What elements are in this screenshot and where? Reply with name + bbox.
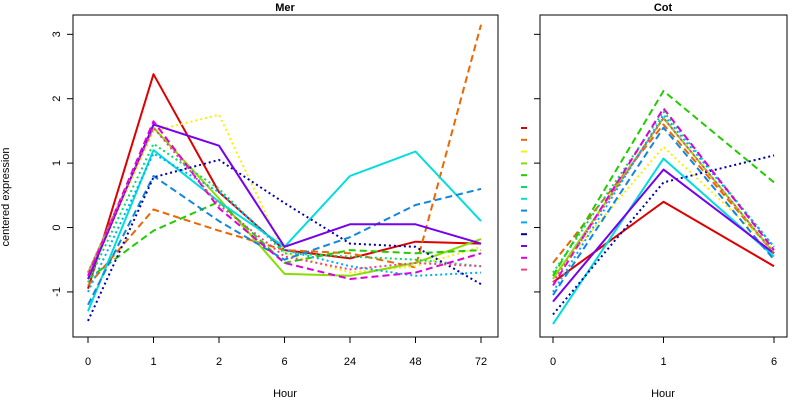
series-line-cot-6 — [552, 110, 775, 274]
legend — [521, 127, 527, 271]
x-tick-label-cot: 0 — [550, 356, 556, 368]
series-line-cot-7 — [552, 157, 775, 325]
panel-mer: Mer Hour centered expression 0 1 2 6 24 48 72 … — [0, 2, 499, 400]
series-line-mer-12 — [87, 120, 482, 280]
panel-cot: Cot Hour 0 1 6 — [534, 2, 788, 400]
series-line-mer-13 — [87, 126, 482, 274]
series-line-mer-7 — [87, 149, 482, 312]
x-axis-label-cot: Hour — [651, 388, 675, 400]
x-tick-label-cot: 1 — [660, 356, 666, 368]
y-ticks-cot — [534, 33, 540, 293]
chart-title-mer: Mer — [275, 2, 295, 14]
series-line-mer-11 — [87, 123, 482, 280]
series-line-cot-13 — [552, 117, 775, 283]
x-tick-label-cot: 6 — [771, 356, 777, 368]
x-tick-label-mer: 24 — [344, 356, 356, 368]
x-tick-label-mer: 0 — [85, 356, 91, 368]
series-line-mer-5 — [87, 200, 482, 280]
x-tick-label-mer: 6 — [281, 356, 287, 368]
series-group-cot — [552, 90, 775, 325]
series-line-cot-8 — [552, 126, 775, 296]
x-tick-label-mer: 1 — [150, 356, 156, 368]
x-ticks-mer: 0 1 2 6 24 48 72 — [85, 337, 487, 368]
y-tick-label: 1 — [51, 160, 63, 166]
y-tick-label: 2 — [51, 96, 63, 102]
series-line-cot-9 — [552, 113, 775, 293]
series-line-cot-5 — [552, 90, 775, 277]
series-group-mer — [87, 24, 482, 322]
series-line-mer-1 — [87, 73, 482, 289]
x-ticks-cot: 0 1 6 — [550, 337, 777, 368]
series-line-mer-4 — [87, 126, 482, 277]
series-line-mer-3 — [87, 113, 482, 280]
x-tick-label-mer: 2 — [216, 356, 222, 368]
plot-frame-mer — [72, 14, 499, 338]
y-tick-label: 3 — [51, 31, 63, 37]
series-line-mer-6 — [87, 142, 482, 283]
series-line-cot-2 — [552, 123, 775, 264]
series-line-mer-9 — [87, 152, 482, 293]
y-tick-label: 0 — [51, 224, 63, 230]
series-line-mer-10 — [87, 158, 482, 322]
series-line-cot-1 — [552, 200, 775, 284]
x-tick-label-mer: 48 — [409, 356, 421, 368]
x-tick-label-mer: 72 — [475, 356, 487, 368]
y-tick-label: -1 — [51, 287, 63, 297]
x-axis-label-mer: Hour — [273, 388, 297, 400]
series-line-cot-10 — [552, 154, 775, 316]
series-line-cot-11 — [552, 168, 775, 303]
series-line-cot-3 — [552, 146, 775, 277]
chart-title-cot: Cot — [654, 2, 673, 14]
y-ticks-mer: -1 0 1 2 3 — [51, 31, 73, 297]
series-line-cot-4 — [552, 117, 775, 280]
y-axis-label: centered expression — [0, 147, 12, 246]
series-line-mer-8 — [87, 175, 482, 306]
